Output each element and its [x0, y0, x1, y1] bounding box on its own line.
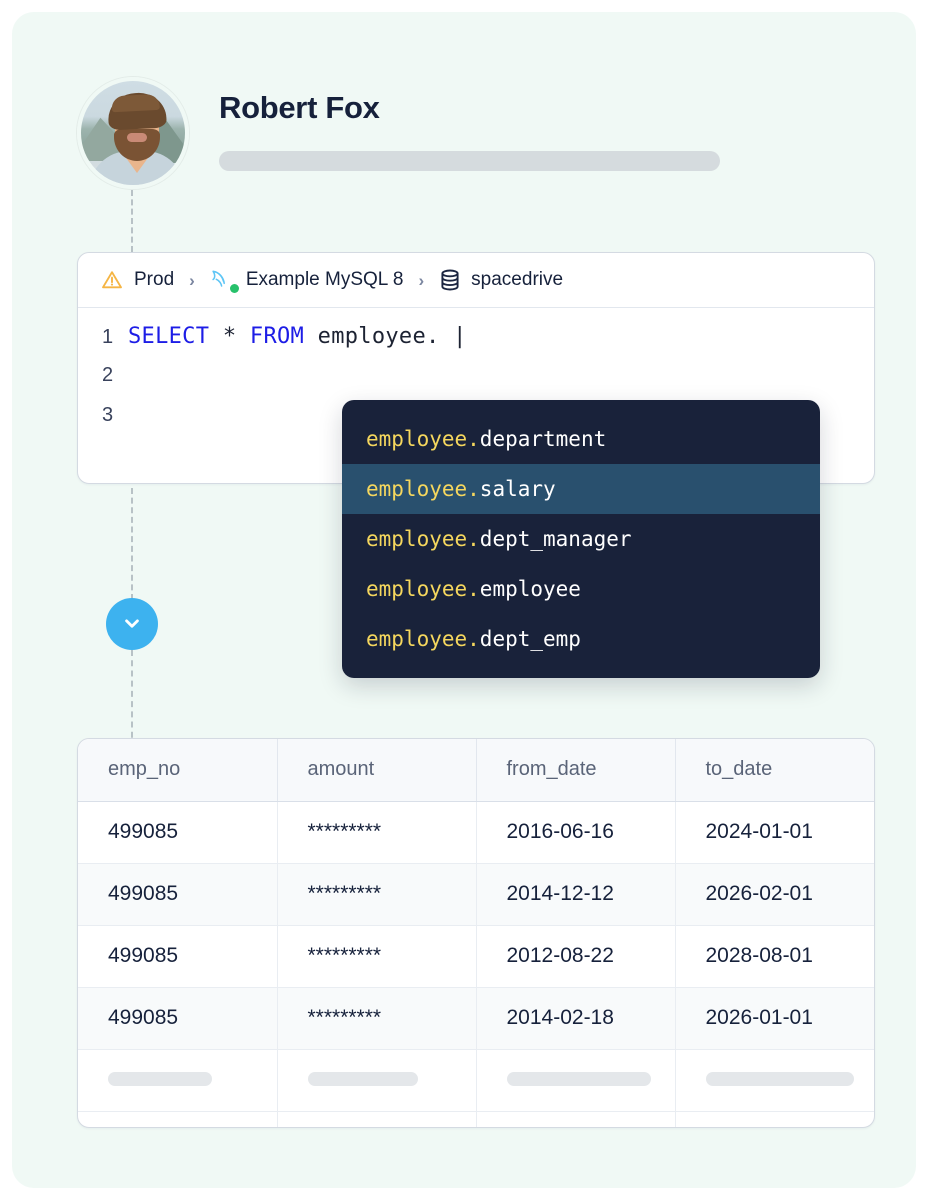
- table-row[interactable]: 499085 ********* 2012-08-22 2028-08-01: [78, 925, 874, 988]
- connector-line-bottom: [131, 650, 133, 748]
- cell-skeleton: [476, 1049, 676, 1112]
- cell-amount[interactable]: *********: [277, 801, 477, 864]
- cell-skeleton: [277, 1049, 477, 1112]
- sql-keyword-select: SELECT: [128, 324, 210, 349]
- warning-triangle-icon: [100, 268, 124, 292]
- line-number-3: 3: [102, 404, 114, 426]
- autocomplete-suffix: dept_manager: [479, 527, 632, 551]
- skeleton-bar: [705, 1072, 854, 1086]
- autocomplete-suffix: salary: [479, 477, 556, 501]
- cell-from-date[interactable]: 2014-12-12: [476, 863, 676, 926]
- connector-line-top: [131, 190, 133, 252]
- column-header-to-date[interactable]: to_date: [675, 739, 874, 802]
- cell-from-date[interactable]: 2012-08-22: [476, 925, 676, 988]
- cell-from-date[interactable]: 2014-02-18: [476, 987, 676, 1050]
- autocomplete-item-department[interactable]: employee. department: [342, 414, 820, 464]
- autocomplete-suffix: dept_emp: [479, 627, 581, 651]
- skeleton-bar: [108, 1072, 212, 1086]
- table-row[interactable]: 499085 ********* 2014-12-12 2026-02-01: [78, 863, 874, 926]
- autocomplete-prefix: employee.: [366, 577, 480, 601]
- cell-to-date[interactable]: 2024-01-01: [675, 801, 874, 864]
- code-line-3: 3: [78, 404, 874, 444]
- cell-empty: [476, 1111, 676, 1127]
- cell-to-date[interactable]: 2028-08-01: [675, 925, 874, 988]
- autocomplete-item-salary[interactable]: employee. salary: [342, 464, 820, 514]
- cell-amount[interactable]: *********: [277, 863, 477, 926]
- breadcrumb-separator-1: ›: [189, 270, 195, 290]
- results-table: emp_no amount from_date to_date 499085 *…: [78, 739, 874, 1127]
- skeleton-bar: [307, 1072, 418, 1086]
- cell-empty: [277, 1111, 477, 1127]
- cell-emp-no[interactable]: 499085: [78, 925, 278, 988]
- cell-empty: [675, 1111, 874, 1127]
- column-header-from-date[interactable]: from_date: [476, 739, 676, 802]
- page-title: Robert Fox: [219, 90, 380, 125]
- line-number-1: 1: [102, 326, 114, 348]
- autocomplete-suffix: department: [479, 427, 607, 451]
- table-row[interactable]: 499085 ********* 2014-02-18 2026-01-01: [78, 987, 874, 1050]
- breadcrumb-item-connection[interactable]: Example MySQL 8: [210, 268, 404, 293]
- text-cursor: |: [453, 324, 467, 349]
- code-line-1-text: SELECT * FROM employee. |: [128, 324, 467, 349]
- code-line-2: 2: [78, 364, 874, 404]
- cell-amount[interactable]: *********: [277, 925, 477, 988]
- cell-emp-no[interactable]: 499085: [78, 863, 278, 926]
- query-results-table[interactable]: emp_no amount from_date to_date 499085 *…: [77, 738, 875, 1128]
- column-header-amount[interactable]: amount: [277, 739, 477, 802]
- cell-skeleton: [78, 1049, 278, 1112]
- breadcrumb-item-prod[interactable]: Prod: [100, 268, 174, 292]
- avatar: [77, 77, 189, 189]
- line-number-2: 2: [102, 364, 114, 386]
- breadcrumb-separator-2: ›: [418, 270, 425, 290]
- cell-amount[interactable]: *********: [277, 987, 477, 1050]
- autocomplete-prefix: employee.: [366, 527, 480, 551]
- breadcrumb-label-prod: Prod: [134, 269, 175, 290]
- table-header-row: emp_no amount from_date to_date: [78, 739, 874, 802]
- sql-star: *: [222, 324, 237, 349]
- table-row-partial: [78, 1111, 874, 1127]
- autocomplete-item-employee[interactable]: employee. employee: [342, 564, 820, 614]
- autocomplete-dropdown[interactable]: employee. department employee. salary empl…: [342, 400, 820, 678]
- cell-emp-no[interactable]: 499085: [78, 801, 278, 864]
- cell-skeleton: [675, 1049, 874, 1112]
- sql-keyword-from: FROM: [249, 324, 305, 349]
- results-table-body: 499085 ********* 2016-06-16 2024-01-01 4…: [78, 801, 874, 1127]
- sql-code-area[interactable]: 1 SELECT * FROM employee. | 2 3: [78, 308, 874, 483]
- app-panel: Robert Fox Prod ›: [12, 12, 916, 1188]
- breadcrumb-label-database: spacedrive: [471, 269, 564, 290]
- autocomplete-prefix: employee.: [366, 627, 480, 651]
- code-line-1: 1 SELECT * FROM employee. |: [78, 324, 874, 364]
- skeleton-bar: [506, 1072, 651, 1086]
- database-icon: [439, 268, 461, 292]
- table-row-loading: [78, 1049, 874, 1112]
- breadcrumb: Prod › Example MySQL 8 ›: [78, 253, 874, 308]
- cell-to-date[interactable]: 2026-02-01: [675, 863, 874, 926]
- avatar-hair: [107, 91, 167, 131]
- results-table-head: emp_no amount from_date to_date: [78, 739, 874, 802]
- chevron-down-icon: [119, 610, 145, 639]
- table-row[interactable]: 499085 ********* 2016-06-16 2024-01-01: [78, 801, 874, 864]
- subtitle-placeholder-bar: [219, 151, 720, 171]
- cell-from-date[interactable]: 2016-06-16: [476, 801, 676, 864]
- connector-line-middle: [131, 488, 133, 600]
- breadcrumb-label-connection: Example MySQL 8: [245, 269, 404, 290]
- breadcrumb-item-database[interactable]: spacedrive: [439, 268, 563, 292]
- autocomplete-prefix: employee.: [366, 427, 480, 451]
- cell-to-date[interactable]: 2026-01-01: [675, 987, 874, 1050]
- autocomplete-item-dept-emp[interactable]: employee. dept_emp: [342, 614, 820, 664]
- avatar-photo: [81, 81, 185, 185]
- autocomplete-prefix: employee.: [366, 477, 480, 501]
- mysql-dolphin-icon: [210, 268, 239, 293]
- expand-results-button[interactable]: [106, 598, 158, 650]
- cell-empty: [78, 1111, 278, 1127]
- column-header-emp-no[interactable]: emp_no: [78, 739, 278, 802]
- autocomplete-item-dept-manager[interactable]: employee. dept_manager: [342, 514, 820, 564]
- cell-emp-no[interactable]: 499085: [78, 987, 278, 1050]
- autocomplete-suffix: employee: [479, 577, 581, 601]
- sql-table-token: employee.: [317, 324, 440, 349]
- connection-status-dot: [229, 284, 239, 293]
